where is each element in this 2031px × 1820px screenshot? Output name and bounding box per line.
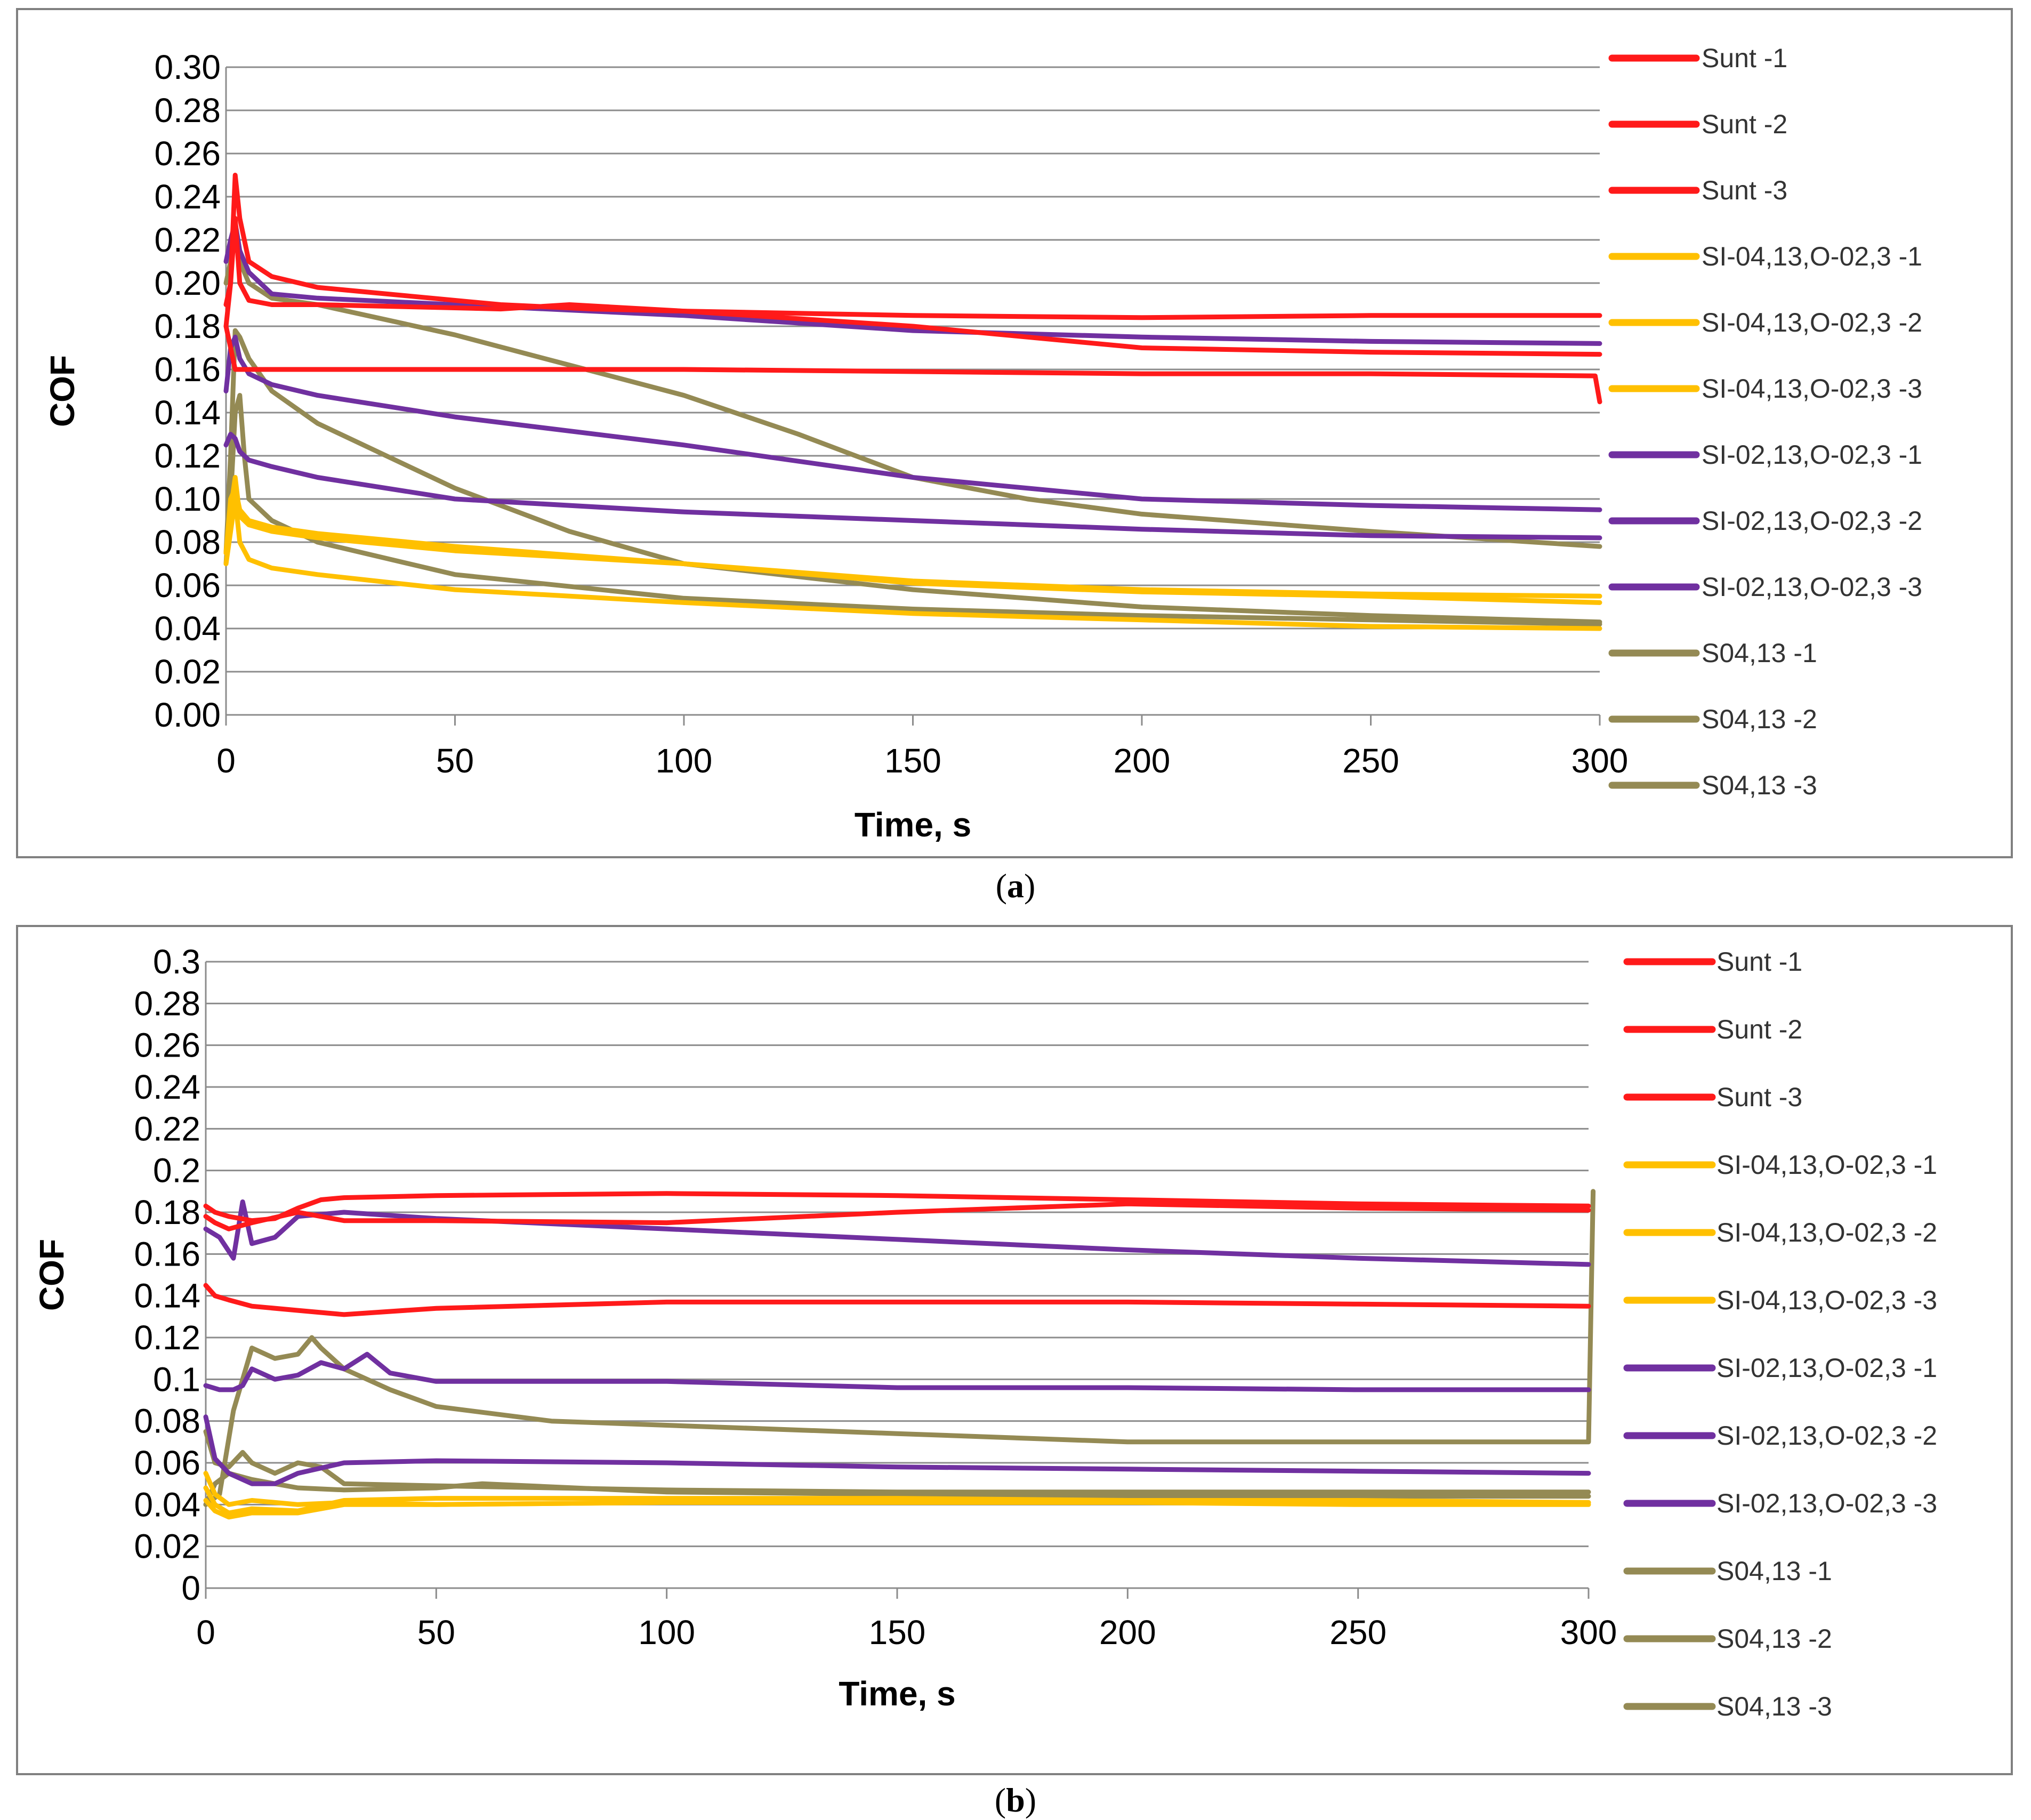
- legend-label: SI-02,13,O-02,3 -3: [1716, 1488, 1937, 1518]
- series-line-2: [203, 1201, 1591, 1231]
- y-tick-label: 0.3: [153, 943, 200, 981]
- y-tick-label: 0.22: [154, 221, 221, 259]
- x-tick-label: 0: [196, 1613, 215, 1652]
- y-tick-label: 0: [181, 1569, 200, 1607]
- series-line-8: [203, 1351, 1591, 1392]
- series-line-3: [203, 1283, 1591, 1317]
- x-tick-label: 150: [884, 742, 941, 780]
- y-tick-label: 0.28: [154, 91, 221, 130]
- y-axis-title: COF: [33, 1239, 71, 1311]
- y-tick-label: 0.18: [154, 307, 221, 345]
- x-tick-label: 200: [1099, 1613, 1156, 1652]
- y-tick-label: 0.06: [154, 566, 221, 605]
- y-tick-label: 0.26: [134, 1026, 200, 1065]
- y-tick-label: 0.10: [154, 480, 221, 518]
- x-tick-label: 50: [417, 1613, 455, 1652]
- legend-label: Sunt -1: [1702, 43, 1787, 73]
- x-tick-label: 250: [1342, 742, 1399, 780]
- series-line-4: [203, 1471, 1591, 1507]
- legend-label: Sunt -3: [1716, 1082, 1802, 1112]
- legend-label: SI-02,13,O-02,3 -2: [1716, 1421, 1937, 1451]
- caption-a-label: a: [1007, 867, 1024, 905]
- y-tick-label: 0.12: [154, 437, 221, 475]
- series-line-11: [223, 328, 1602, 625]
- legend-label: S04,13 -2: [1716, 1624, 1832, 1654]
- series-line-1: [203, 1191, 1591, 1223]
- y-tick-label: 0.16: [134, 1235, 200, 1273]
- caption-b: (b): [994, 1781, 1037, 1819]
- y-tick-label: 0.02: [154, 653, 221, 691]
- series-line-9: [203, 1414, 1591, 1486]
- y-axis-title: COF: [43, 355, 82, 427]
- chart-panel-b: 0 0.02 0.04 0.06 0.08 0.1 0.12 0.14 0.16 0.18 0.2 0…: [16, 925, 2013, 1775]
- x-axis-title: Time, s: [855, 806, 971, 844]
- legend-label: S04,13 -3: [1716, 1692, 1832, 1721]
- legend-label: SI-04,13,O-02,3 -2: [1716, 1218, 1937, 1247]
- legend-label: S04,13 -1: [1716, 1556, 1832, 1586]
- series-line-5: [203, 1485, 1591, 1516]
- y-tick-label: 0.18: [134, 1193, 200, 1231]
- legend-label: SI-04,13,O-02,3 -3: [1716, 1285, 1937, 1315]
- x-tick-label: 200: [1114, 742, 1171, 780]
- y-tick-label: 0.14: [134, 1277, 200, 1315]
- series-line-10: [203, 1189, 1596, 1507]
- y-tick-label: 0.26: [154, 134, 221, 173]
- x-tick-label: 150: [869, 1613, 926, 1652]
- legend-label: SI-04,13,O-02,3 -1: [1716, 1150, 1937, 1180]
- legend-label: Sunt -1: [1716, 947, 1802, 977]
- y-tick-label: 0.08: [154, 523, 221, 561]
- series-line-2: [223, 216, 1602, 357]
- caption-b-label: b: [1006, 1781, 1025, 1819]
- cof-chart-a: 0.00 0.02 0.04 0.06 0.08 0.10 0.12 0.14 0.16 0.18…: [43, 43, 1922, 844]
- x-tick-label: 100: [656, 742, 713, 780]
- cof-chart-b: 00.020.040.060.080.10.120.140.160.180.20…: [33, 943, 1937, 1721]
- x-tick-label: 100: [638, 1613, 695, 1652]
- legend-label: SI-02,13,O-02,3 -2: [1702, 506, 1922, 536]
- y-tick-label: 0.14: [154, 393, 221, 432]
- y-tick-label: 0.28: [134, 984, 200, 1022]
- series-line-3: [223, 324, 1602, 405]
- y-tick-label: 0.12: [134, 1318, 200, 1357]
- x-tick-label: 0: [216, 742, 236, 780]
- y-tick-label: 0.06: [134, 1444, 200, 1482]
- y-tick-label: 0.24: [154, 178, 221, 216]
- y-tick-label: 0.08: [134, 1402, 200, 1440]
- legend-label: SI-04,13,O-02,3 -3: [1702, 374, 1922, 404]
- x-tick-label: 300: [1571, 742, 1629, 780]
- legend-label: SI-02,13,O-02,3 -1: [1702, 440, 1922, 470]
- legend-label: SI-04,13,O-02,3 -1: [1702, 241, 1922, 271]
- legend-label: S04,13 -1: [1702, 638, 1817, 668]
- series-line-4: [223, 486, 1602, 599]
- y-tick-label: 0.30: [154, 48, 221, 86]
- legend-label: SI-02,13,O-02,3 -1: [1716, 1353, 1937, 1383]
- x-tick-label: 50: [436, 742, 474, 780]
- y-tick-label: 0.2: [153, 1151, 200, 1190]
- x-axis-title: Time, s: [839, 1674, 955, 1713]
- legend-label: Sunt -2: [1716, 1014, 1802, 1044]
- x-tick-label: 250: [1329, 1613, 1387, 1652]
- series-line-1: [223, 173, 1602, 320]
- y-tick-label: 0.22: [134, 1109, 200, 1148]
- caption-a: (a): [995, 867, 1036, 905]
- legend-label: S04,13 -2: [1702, 704, 1817, 734]
- y-tick-label: 0.16: [154, 350, 221, 389]
- legend-label: Sunt -3: [1702, 175, 1787, 205]
- y-tick-label: 0.04: [134, 1485, 200, 1524]
- x-tick-label: 300: [1560, 1613, 1617, 1652]
- legend-label: Sunt -2: [1702, 109, 1787, 139]
- y-tick-label: 0.24: [134, 1068, 200, 1106]
- series-line-9: [223, 432, 1602, 541]
- chart-panel-a: 0.00 0.02 0.04 0.06 0.08 0.10 0.12 0.14 0.16 0.18…: [16, 8, 2013, 858]
- legend-label: SI-04,13,O-02,3 -2: [1702, 308, 1922, 337]
- legend-label: S04,13 -3: [1702, 770, 1817, 800]
- y-tick-label: 0.04: [154, 609, 221, 648]
- y-tick-label: 0.02: [134, 1527, 200, 1566]
- legend-label: SI-02,13,O-02,3 -3: [1702, 572, 1922, 602]
- y-tick-label: 0.1: [153, 1360, 200, 1398]
- series-line-8: [223, 334, 1602, 512]
- series-line-10: [223, 237, 1602, 549]
- y-tick-label: 0.00: [154, 696, 221, 734]
- y-tick-label: 0.20: [154, 264, 221, 302]
